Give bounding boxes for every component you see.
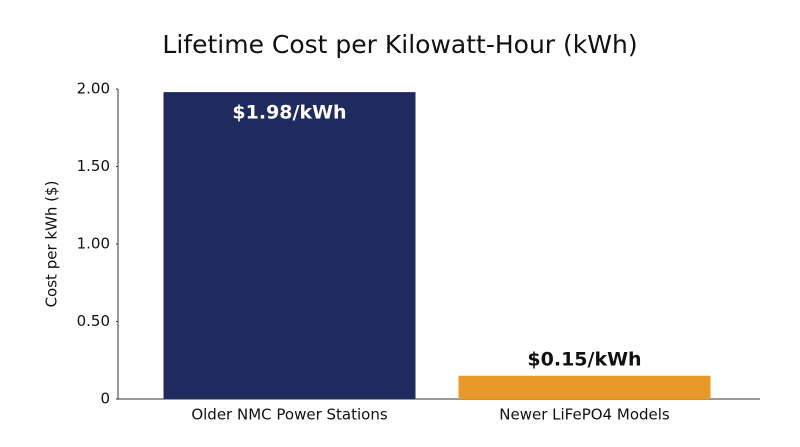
x-tick-label: Newer LiFePO4 Models [499,406,670,424]
bar [163,92,416,399]
y-tick-label: 1.00 [77,235,110,253]
y-axis-label: Cost per kWh ($) [43,181,61,308]
bar [458,375,711,399]
chart-title: Lifetime Cost per Kilowatt-Hour (kWh) [162,30,637,59]
y-tick-label: 0 [100,390,110,408]
y-tick-label: 0.50 [77,312,110,330]
value-label: $0.15/kWh [527,348,641,370]
x-tick-label: Older NMC Power Stations [191,406,388,424]
value-label: $1.98/kWh [232,102,346,124]
y-tick-label: 2.00 [77,80,110,98]
y-tick-label: 1.50 [77,157,110,175]
